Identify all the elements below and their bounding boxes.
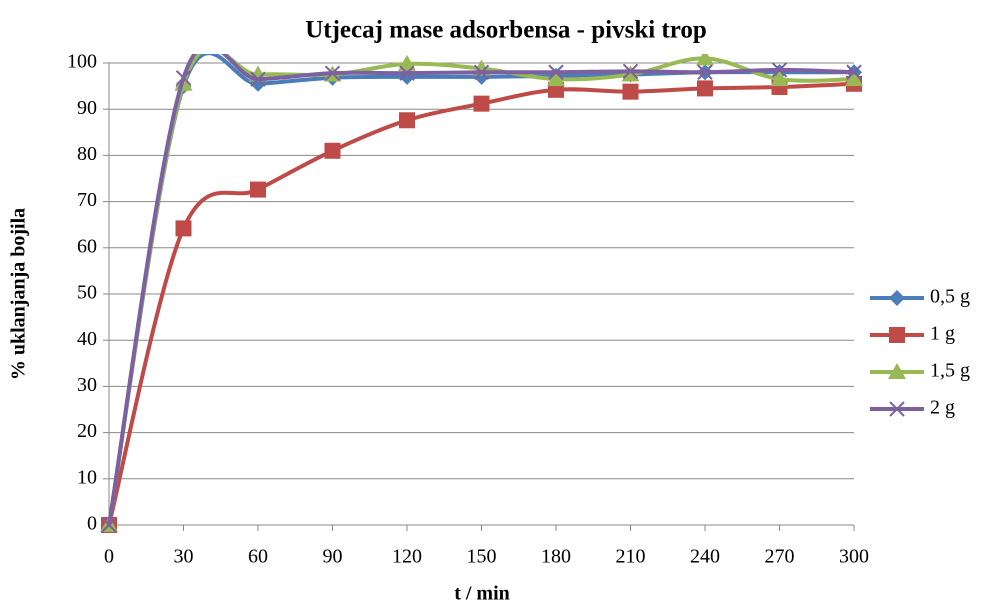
marker xyxy=(771,62,788,78)
series-line xyxy=(107,54,854,526)
marker xyxy=(324,65,341,81)
series-line xyxy=(107,81,855,526)
marker xyxy=(770,70,789,87)
marker xyxy=(621,65,640,82)
marker xyxy=(175,70,192,86)
x-tick-label: 210 xyxy=(616,546,646,568)
marker xyxy=(846,64,862,80)
marker xyxy=(622,63,639,80)
marker xyxy=(398,54,416,71)
x-tick-label: 90 xyxy=(323,546,343,568)
y-tick-label: 70 xyxy=(77,189,97,211)
y-tick-label: 60 xyxy=(77,235,97,257)
marker xyxy=(250,71,266,87)
marker xyxy=(399,112,415,129)
legend-label: 1 g xyxy=(930,323,955,345)
marker xyxy=(622,83,639,100)
chart-title: Utjecaj mase adsorbensa - pivski trop xyxy=(305,17,707,44)
marker xyxy=(324,142,341,159)
marker xyxy=(697,64,713,80)
x-tick-label: 150 xyxy=(467,546,497,568)
x-tick-label: 240 xyxy=(690,546,720,568)
x-tick-label: 0 xyxy=(104,546,114,568)
y-tick-label: 80 xyxy=(77,143,97,165)
plot-area xyxy=(100,54,863,533)
y-axis-title: % uklanjanja bojila xyxy=(8,208,30,380)
y-tick-label: 0 xyxy=(87,513,97,535)
marker xyxy=(250,181,266,198)
series-line xyxy=(107,54,855,526)
x-tick-label: 180 xyxy=(541,546,571,568)
x-tick-label: 30 xyxy=(174,546,194,568)
marker xyxy=(473,64,490,80)
marker xyxy=(473,95,490,112)
marker xyxy=(696,54,714,66)
y-tick-label: 50 xyxy=(77,282,97,304)
marker xyxy=(399,65,415,81)
legend-label: 1,5 g xyxy=(930,360,970,382)
y-tick-label: 20 xyxy=(77,420,97,442)
marker xyxy=(175,220,192,237)
x-tick-label: 120 xyxy=(392,546,422,568)
marker xyxy=(845,70,863,87)
x-tick-label: 300 xyxy=(839,546,869,568)
y-tick-label: 90 xyxy=(77,97,97,119)
legend-marker xyxy=(889,401,905,417)
y-tick-label: 40 xyxy=(77,328,97,350)
legend-marker xyxy=(889,290,905,306)
legend-marker xyxy=(889,327,905,343)
y-tick-label: 100 xyxy=(67,51,97,73)
marker xyxy=(697,80,713,97)
x-tick-label: 270 xyxy=(765,546,795,568)
series-line xyxy=(107,54,855,526)
x-tick-label: 60 xyxy=(248,546,268,568)
marker xyxy=(548,64,564,80)
marker xyxy=(547,70,565,87)
legend-marker xyxy=(888,363,906,379)
legend-label: 2 g xyxy=(930,397,955,419)
y-tick-label: 30 xyxy=(77,374,97,396)
marker xyxy=(101,517,117,533)
legend-label: 0,5 g xyxy=(930,286,970,308)
x-axis-title: t / min xyxy=(454,583,510,605)
y-tick-label: 10 xyxy=(77,466,97,488)
